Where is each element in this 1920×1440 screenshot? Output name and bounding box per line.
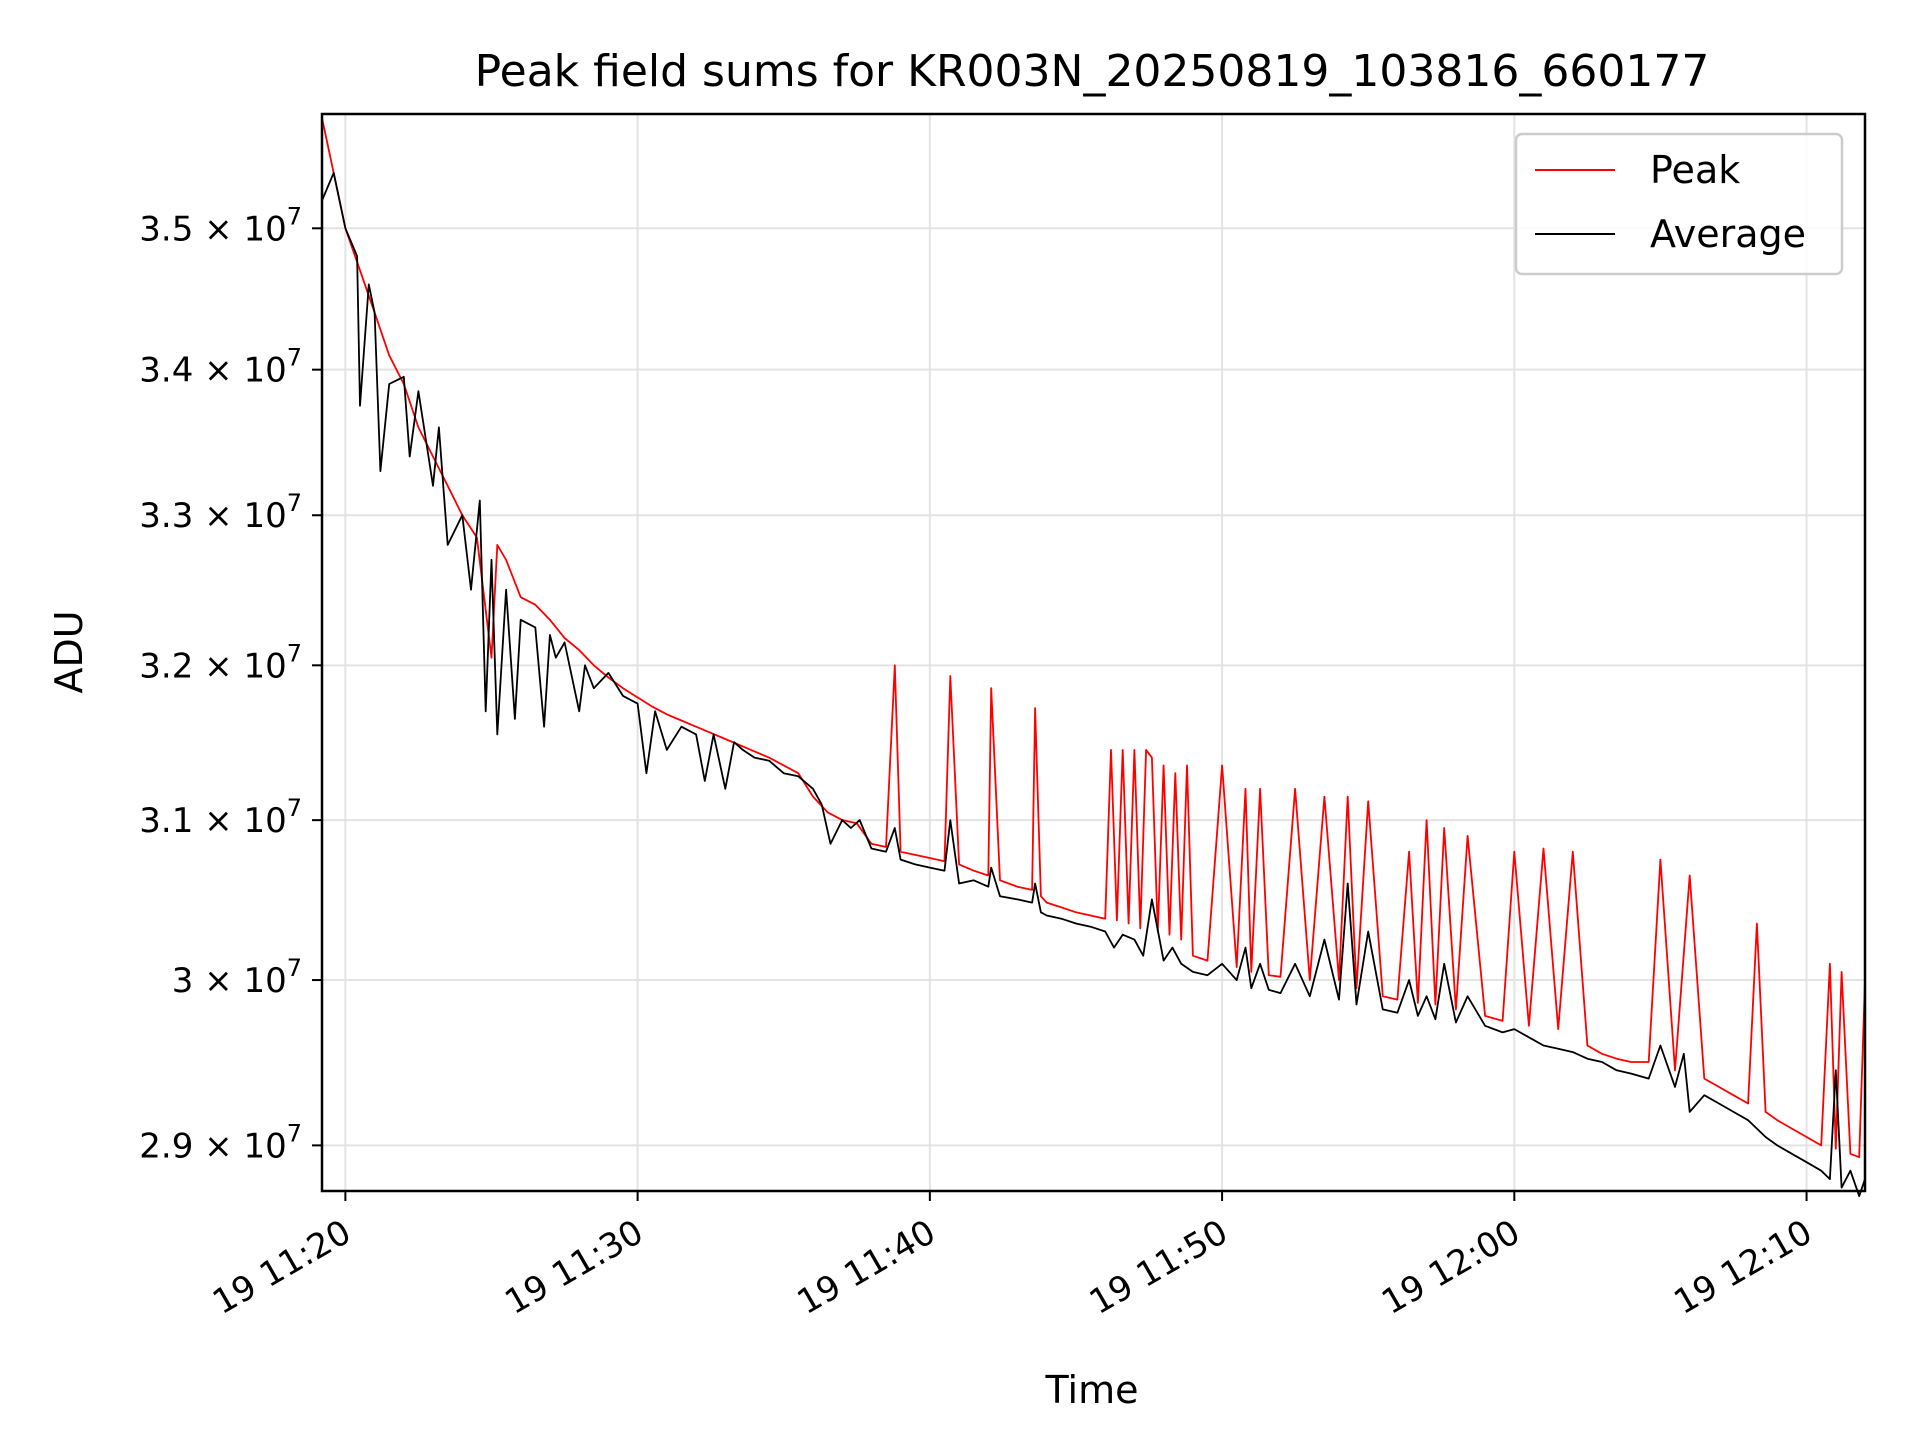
x-tick-label: 19 11:30	[498, 1212, 650, 1323]
series-layer	[321, 117, 1866, 1197]
x-axis-label: Time	[1045, 1368, 1139, 1412]
y-tick-label: 2.9 × 107	[139, 1119, 302, 1166]
x-tick-label: 19 11:50	[1083, 1212, 1235, 1323]
x-tick-label: 19 12:10	[1667, 1212, 1819, 1323]
grid	[322, 114, 1865, 1191]
x-tick-label: 19 11:40	[791, 1212, 943, 1323]
legend: Peak Average	[1514, 132, 1844, 276]
legend-label-average: Average	[1650, 212, 1806, 256]
x-tick-label: 19 11:20	[206, 1212, 358, 1323]
chart-title: Peak field sums for KR003N_20250819_1038…	[475, 46, 1710, 97]
series-line-peak	[321, 117, 1866, 1159]
y-tick-label: 3.1 × 107	[139, 794, 302, 841]
x-tick-label: 19 12:00	[1375, 1212, 1527, 1323]
plot-frame	[320, 112, 1867, 1193]
y-axis-label: ADU	[47, 610, 91, 693]
y-tick-label: 3.4 × 107	[139, 344, 302, 391]
legend-label-peak: Peak	[1650, 148, 1740, 192]
y-tick-label: 3 × 107	[172, 954, 302, 1001]
series-line-average	[321, 171, 1866, 1197]
y-tick-label: 3.5 × 107	[139, 202, 302, 249]
y-tick-label: 3.3 × 107	[139, 489, 302, 536]
y-tick-label: 3.2 × 107	[139, 639, 302, 686]
